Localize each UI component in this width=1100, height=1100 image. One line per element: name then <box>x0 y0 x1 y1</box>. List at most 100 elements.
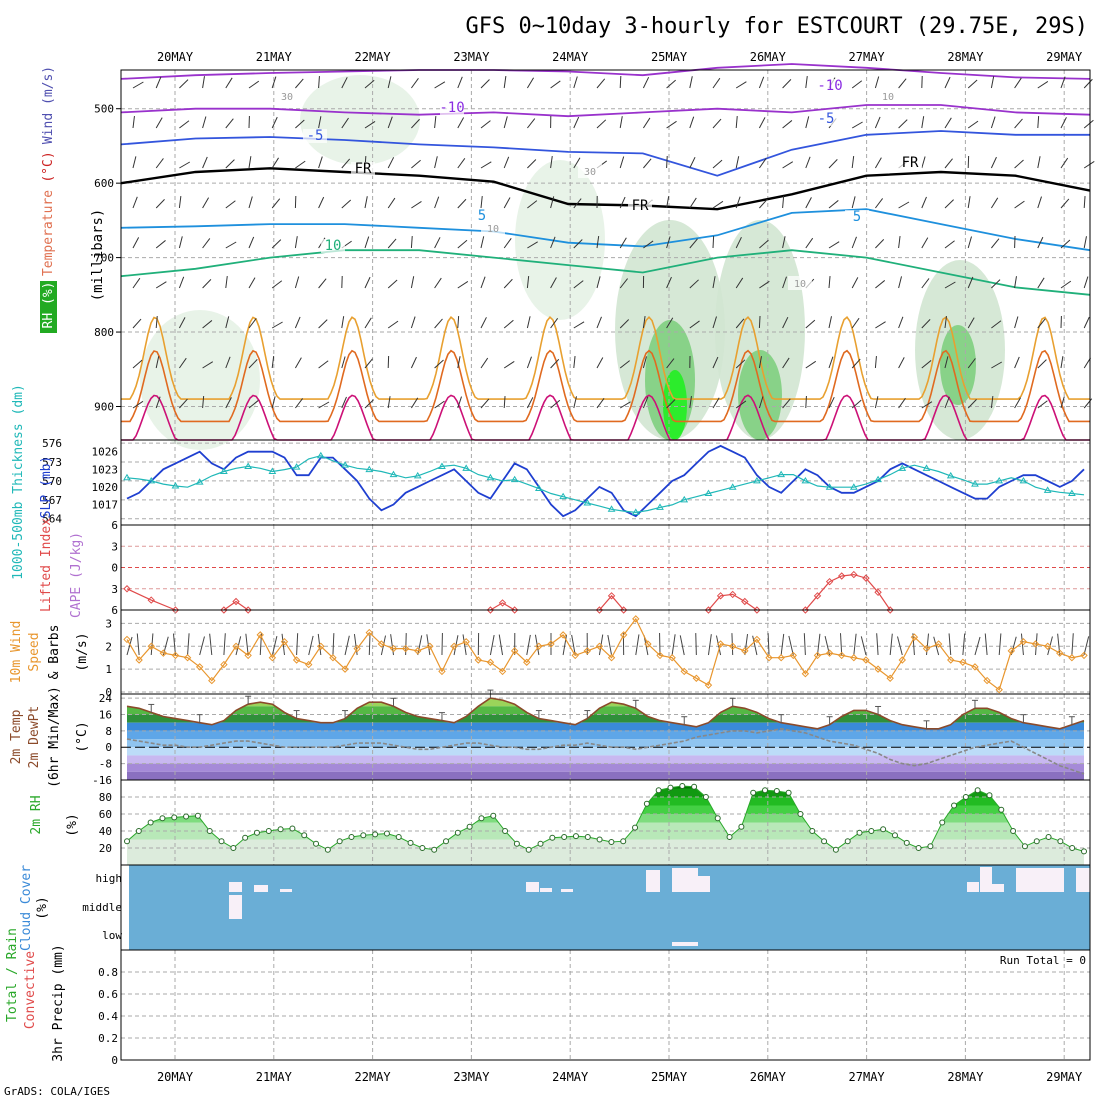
rh-marker <box>1045 833 1052 840</box>
wind-speed-marker <box>559 631 567 639</box>
lifted-index-marker <box>704 606 713 614</box>
thickness-marker <box>680 495 689 503</box>
wind-barb <box>248 196 253 209</box>
wind-barb <box>132 318 142 329</box>
wind-barb <box>642 316 646 329</box>
wind-speed-marker <box>777 654 785 662</box>
wind-barb-10m <box>816 633 821 656</box>
wind-speed-marker <box>256 631 264 639</box>
date-label-top: 23MAY <box>453 50 490 64</box>
wind-speed-marker <box>292 656 301 664</box>
dewpoint-line <box>126 727 1085 775</box>
rh-marker <box>643 800 650 807</box>
wind-barb <box>782 236 786 249</box>
date-label-bottom: 22MAY <box>355 1070 392 1084</box>
wind-barb <box>967 358 976 369</box>
thickness-marker <box>510 475 519 483</box>
wind-barb <box>712 118 722 129</box>
wind-barb <box>318 401 330 409</box>
wind-barb <box>1014 397 1022 409</box>
wind-barb <box>457 117 465 129</box>
lifted-index-marker <box>595 606 604 614</box>
wind-barb <box>295 119 305 129</box>
wind-barb <box>503 237 512 249</box>
li-tick-label: 6 <box>111 519 118 532</box>
thickness-marker <box>559 492 567 500</box>
wind-speed-marker <box>728 642 737 650</box>
cloud-cell <box>254 885 268 892</box>
wind-barb <box>341 356 346 369</box>
thickness-marker <box>1019 476 1028 484</box>
wind-barb <box>828 396 835 409</box>
wind-speed-marker <box>995 686 1003 694</box>
wind-barb <box>248 156 252 169</box>
wind-barb <box>295 398 304 409</box>
wind-barb <box>689 320 700 329</box>
wind-speed-marker <box>268 654 277 662</box>
rh-marker <box>974 787 981 794</box>
wind-barb <box>898 119 908 129</box>
wind-barb <box>132 400 144 409</box>
wind-barb <box>294 357 302 369</box>
precip-tick-label: 0.4 <box>98 1010 118 1023</box>
date-label-top: 29MAY <box>1046 50 1083 64</box>
rh-shading <box>300 75 420 165</box>
lifted-index-line <box>490 602 515 611</box>
wind-barb <box>875 321 886 329</box>
wind-speed-marker <box>317 642 325 650</box>
wind-barb <box>851 156 855 169</box>
wind-barb <box>434 277 442 289</box>
wind-barb <box>782 316 789 329</box>
wind-barb-10m <box>271 636 278 656</box>
cloud-cell <box>540 888 552 892</box>
thickness-marker <box>1068 489 1076 497</box>
wind-barb-10m <box>223 633 226 656</box>
wind-barb <box>573 157 581 169</box>
rh-shading <box>715 220 805 440</box>
rh-marker <box>773 788 780 795</box>
contour-label: -10 <box>439 100 464 116</box>
wind-barb <box>782 398 791 409</box>
wind-barb <box>666 196 670 209</box>
thickness-marker <box>801 476 810 484</box>
thickness-tick-label: 567 <box>42 494 62 507</box>
lifted-index-marker <box>619 606 628 614</box>
rh-marker <box>691 783 698 790</box>
wind-barb <box>689 76 693 89</box>
date-label-bottom: 29MAY <box>1046 1070 1083 1084</box>
axis-label-minmax: (6hr Min/Max) <box>47 686 62 788</box>
rh-marker <box>632 824 639 831</box>
axis-label-cloud-unit: (%) <box>35 896 50 919</box>
wind-barb <box>178 196 182 209</box>
wind-barb <box>294 276 300 289</box>
lifted-index-marker <box>825 577 834 586</box>
wind-barb <box>596 276 601 289</box>
thickness-marker <box>946 471 955 479</box>
contour-label-bg <box>845 210 869 224</box>
rh-marker <box>490 812 497 819</box>
isotherm-line <box>120 167 1091 211</box>
wind-barb <box>550 277 557 289</box>
isotherm-line <box>120 249 1091 296</box>
wind-speed-marker <box>656 651 664 660</box>
isotherm-line <box>120 208 1091 252</box>
wind-barb <box>828 241 840 249</box>
wind-barb <box>1037 196 1042 209</box>
axis-label-2m-dewpt: 2m DewPt <box>27 706 42 769</box>
wind-barb <box>735 359 746 369</box>
wind-barb <box>387 116 393 129</box>
wind-barb <box>526 356 532 369</box>
axis-label-slp: SLP (mb) <box>39 456 54 519</box>
lifted-index-marker <box>510 606 519 614</box>
wind-barb <box>596 357 604 369</box>
isotherm-line <box>120 63 1091 80</box>
lifted-index-line <box>804 573 891 611</box>
lifted-index-marker <box>862 574 870 582</box>
wind-barb <box>967 317 975 329</box>
rh-marker <box>844 838 851 845</box>
lifted-index-marker <box>874 588 882 596</box>
wind-barb-10m <box>889 633 893 656</box>
wind-barb-10m <box>607 634 613 656</box>
wind-barb <box>759 239 769 249</box>
rh-marker <box>242 834 249 841</box>
